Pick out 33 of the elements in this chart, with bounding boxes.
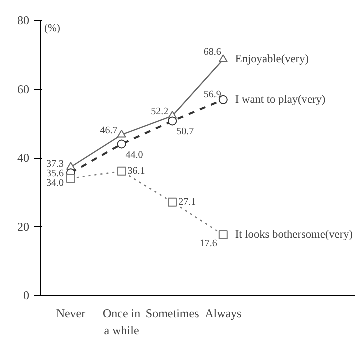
- point: [218, 230, 228, 240]
- x-tick-label: Sometimes: [146, 306, 200, 320]
- y-tick-label: 60: [18, 82, 30, 96]
- point: [218, 54, 228, 62]
- data-label: 34.0: [46, 178, 64, 190]
- data-label: 36.1: [128, 166, 146, 177]
- y-axis-title: (%): [44, 24, 61, 34]
- data-label: 56.9: [204, 89, 222, 100]
- y-tick-label: 40: [18, 151, 30, 165]
- point: [168, 198, 178, 207]
- x-tick-label: Always: [205, 306, 242, 320]
- y-tick-label: 80: [18, 14, 30, 28]
- series-label: I want to play(very): [235, 94, 326, 106]
- series-label: Enjoyable(very): [235, 54, 310, 66]
- data-label: 35.6: [46, 168, 64, 180]
- y-tick-label: 20: [18, 220, 30, 234]
- point: [117, 166, 126, 176]
- data-label: 37.3: [46, 158, 64, 170]
- data-label: 17.6: [200, 238, 218, 250]
- data-label: 44.0: [126, 150, 144, 161]
- data-label: 68.6: [204, 47, 222, 58]
- point: [117, 130, 126, 138]
- x-tick-label: Never: [56, 306, 86, 320]
- series-label: It looks bothersome(very): [235, 229, 354, 241]
- x-tick-label: Once in a while: [102, 306, 141, 338]
- data-label: 27.1: [178, 196, 196, 208]
- data-label: 52.2: [151, 106, 169, 118]
- y-tick-label: 0: [24, 288, 30, 302]
- point: [66, 174, 76, 184]
- point: [117, 140, 126, 149]
- data-label: 46.7: [100, 125, 118, 136]
- point: [168, 116, 178, 126]
- data-label: 50.7: [176, 126, 194, 138]
